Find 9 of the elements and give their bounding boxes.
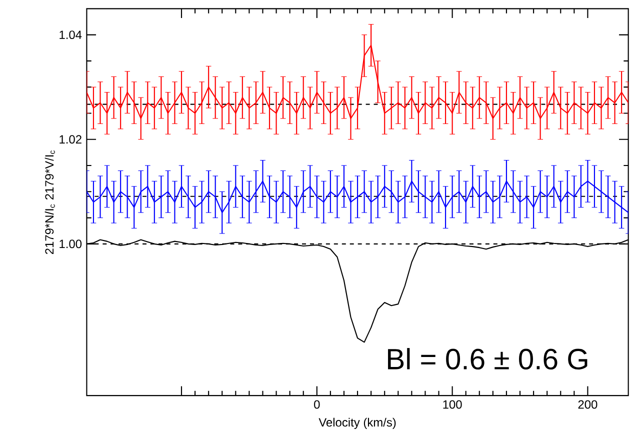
x-tick-label: 0 [314,400,320,409]
y-tick-label: 1.02 [60,135,82,144]
annotation: Bl = 0.6 ± 0.6 G [388,348,588,370]
y-axis-title: 2179*N/I$_{c}$ 2179*V/I$_{c}$ [44,150,55,254]
y-tick-label: 1.04 [60,30,82,40]
x-tick-label: 100 [443,400,462,409]
x-tick-label: 200 [578,400,598,409]
y-tick-label: 1.00 [60,240,82,248]
x-axis-title: Velocity (km/s) [318,418,396,430]
